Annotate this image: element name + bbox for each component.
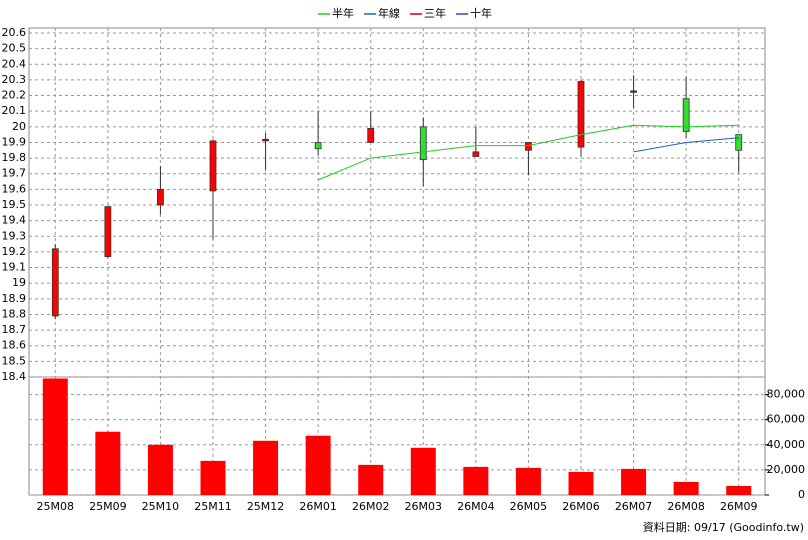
candle-body [735, 134, 743, 151]
y-tick-label: 19.4 [2, 214, 27, 227]
y-tick-label: 20 [12, 120, 26, 133]
volume-bar [726, 485, 752, 495]
x-tick-label: 26M03 [405, 500, 443, 513]
x-tick-label: 25M11 [194, 500, 232, 513]
y-tick-label: 18.5 [2, 354, 27, 367]
candle-body [314, 142, 322, 150]
volume-bar [147, 444, 173, 495]
y-tick-label: 19.9 [2, 135, 27, 148]
volume-bar [42, 378, 68, 495]
y-tick-label: 19 [12, 276, 26, 289]
volume-bar [253, 440, 279, 495]
volume-bar [568, 471, 594, 495]
candle-body [472, 151, 480, 157]
candle-body [577, 81, 585, 148]
candle-body [630, 90, 637, 93]
candle-body [209, 140, 217, 192]
volume-bar [305, 435, 331, 495]
y-tick-label: 19.5 [2, 198, 27, 211]
y2-tick-label: 60,000 [767, 413, 806, 426]
x-tick-label: 25M12 [247, 500, 285, 513]
y-tick-label: 19.6 [2, 182, 27, 195]
y2-tick-label: 80,000 [767, 388, 806, 401]
x-tick-label: 26M01 [299, 500, 337, 513]
plot-frame [28, 27, 766, 496]
y-tick-label: 18.7 [2, 323, 27, 336]
legend-label: 半年 [332, 6, 354, 20]
volume-bar [200, 460, 226, 495]
volume-bar [410, 447, 436, 495]
volume-bar [515, 467, 541, 495]
x-tick-label: 26M07 [615, 500, 653, 513]
legend-label: 十年 [470, 6, 492, 20]
x-tick-label: 26M09 [720, 500, 758, 513]
x-tick-label: 26M08 [667, 500, 705, 513]
x-tick-label: 26M04 [457, 500, 495, 513]
y-tick-label: 20.2 [2, 89, 27, 102]
y-tick-label: 20.1 [2, 104, 27, 117]
x-tick-label: 26M05 [510, 500, 548, 513]
candle-body [51, 248, 59, 317]
y-tick-label: 19.8 [2, 151, 27, 164]
x-tick-label: 25M10 [142, 500, 180, 513]
y-tick-label: 20.4 [2, 57, 27, 70]
ma-line [317, 124, 739, 181]
legend-label: 三年 [424, 6, 446, 20]
y-tick-label: 19.3 [2, 229, 27, 242]
volume-bar [673, 481, 699, 495]
x-tick-label: 25M09 [89, 500, 127, 513]
y-tick-label: 19.1 [2, 261, 27, 274]
x-tick-label: 26M02 [352, 500, 390, 513]
y-tick-label: 19.7 [2, 167, 27, 180]
y-tick-label: 18.9 [2, 292, 27, 305]
volume-bar [463, 466, 489, 495]
candle-body [682, 98, 690, 132]
candle-body [104, 206, 112, 257]
y-tick-label: 20.5 [2, 42, 27, 55]
candle-body [419, 126, 427, 161]
y-tick-label: 20.3 [2, 73, 27, 86]
candle-body [262, 138, 269, 142]
x-tick-label: 26M06 [562, 500, 600, 513]
footer: 資料日期: 09/17 (Goodinfo.tw) [643, 520, 804, 534]
volume-bar [95, 431, 121, 495]
legend-label: 年線 [378, 6, 400, 20]
volume-bar [621, 468, 647, 495]
y2-tick-label: 20,000 [767, 463, 806, 476]
y-tick-label: 19.2 [2, 245, 27, 258]
x-tick-label: 25M08 [37, 500, 75, 513]
y-tick-label: 20.6 [2, 26, 27, 39]
candle-body [525, 142, 532, 151]
y2-tick-label: 0 [798, 488, 805, 501]
candle-body [157, 188, 164, 206]
y2-tick-label: 40,000 [767, 438, 806, 451]
volume-bar [358, 464, 384, 495]
y-tick-label: 18.6 [2, 339, 27, 352]
y-tick-label: 18.8 [2, 307, 27, 320]
ma-line [633, 137, 739, 153]
candle-body [367, 127, 375, 143]
y-tick-label: 18.4 [2, 370, 27, 383]
